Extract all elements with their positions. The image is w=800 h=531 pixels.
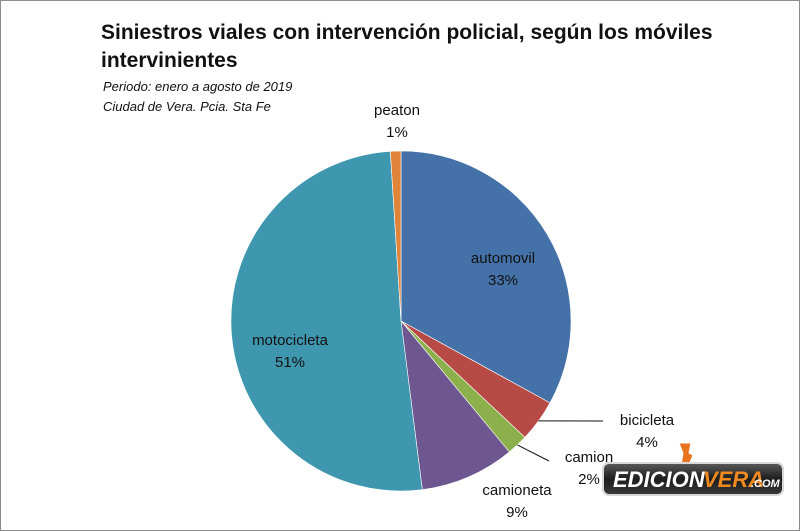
edicion-vera-logo: EDICION VERA .COM [602, 442, 784, 496]
svg-text:.COM: .COM [751, 478, 781, 490]
svg-text:EDICION: EDICION [613, 467, 706, 492]
slice-value-camioneta: 9% [506, 504, 528, 521]
svg-text:VERA: VERA [703, 467, 764, 492]
leader-line-camion [517, 444, 550, 462]
chart-title: Siniestros viales con intervención polic… [101, 21, 713, 72]
pie-slice-peaton [390, 150, 402, 322]
slice-label-camioneta: camioneta [482, 482, 552, 499]
slice-label-motocicleta: motocicleta [252, 332, 329, 349]
slice-value-camion: 2% [578, 471, 600, 488]
slice-label-peaton: peaton [374, 102, 420, 119]
slice-value-bicicleta: 4% [636, 434, 658, 451]
pie-slice-camioneta [400, 320, 510, 490]
slice-label-bicicleta: bicicleta [620, 412, 675, 429]
slice-value-peaton: 1% [386, 124, 408, 141]
slice-value-automovil: 33% [488, 272, 518, 289]
slice-value-motocicleta: 51% [275, 354, 305, 371]
pie-slice-automovil [400, 150, 572, 404]
chart-subtitle-location: Ciudad de Vera. Pcia. Sta Fe [103, 99, 271, 114]
chart-subtitle-period: Periodo: enero a agosto de 2019 [103, 79, 293, 94]
slice-label-automovil: automovil [471, 250, 535, 267]
pie-slice-motocicleta [230, 151, 423, 492]
slice-label-camion: camion [565, 449, 613, 466]
